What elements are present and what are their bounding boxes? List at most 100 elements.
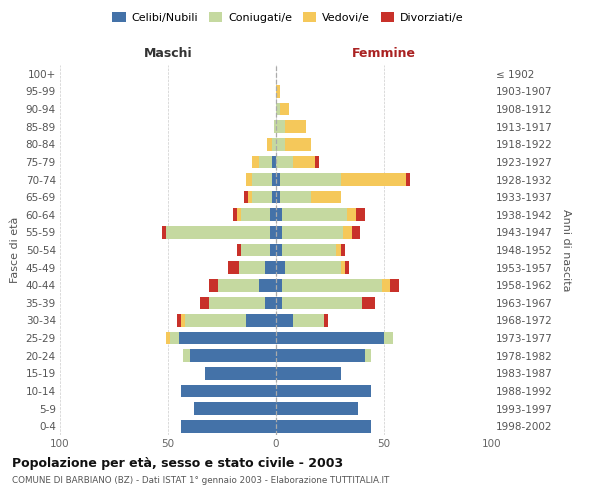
- Text: Maschi: Maschi: [143, 46, 193, 60]
- Bar: [284, 138, 311, 150]
- Bar: [181, 384, 276, 398]
- Bar: [248, 191, 252, 203]
- Text: Popolazione per età, sesso e stato civile - 2003: Popolazione per età, sesso e stato civil…: [12, 458, 343, 470]
- Bar: [341, 262, 345, 274]
- Bar: [269, 244, 276, 256]
- Bar: [293, 156, 315, 168]
- Bar: [283, 244, 337, 256]
- Bar: [276, 120, 284, 133]
- Bar: [365, 350, 371, 362]
- Bar: [293, 314, 323, 327]
- Bar: [406, 173, 410, 186]
- Bar: [341, 173, 406, 186]
- Bar: [276, 332, 384, 344]
- Bar: [233, 208, 237, 221]
- Bar: [218, 279, 259, 291]
- Bar: [274, 120, 276, 133]
- Bar: [276, 367, 341, 380]
- Bar: [276, 262, 284, 274]
- Bar: [276, 279, 283, 291]
- Bar: [265, 296, 276, 309]
- Bar: [205, 367, 276, 380]
- Bar: [276, 191, 280, 203]
- Bar: [276, 402, 358, 415]
- Bar: [276, 314, 293, 327]
- Bar: [280, 173, 341, 186]
- Bar: [276, 208, 283, 221]
- Bar: [283, 296, 362, 309]
- Bar: [176, 314, 181, 327]
- Bar: [276, 350, 365, 362]
- Bar: [283, 208, 347, 221]
- Bar: [347, 208, 356, 221]
- Bar: [181, 314, 185, 327]
- Bar: [252, 156, 259, 168]
- Bar: [391, 279, 399, 291]
- Bar: [268, 138, 272, 150]
- Bar: [284, 262, 341, 274]
- Bar: [209, 279, 218, 291]
- Bar: [259, 156, 272, 168]
- Bar: [272, 191, 276, 203]
- Bar: [337, 244, 341, 256]
- Bar: [276, 173, 280, 186]
- Bar: [200, 296, 209, 309]
- Bar: [356, 208, 365, 221]
- Bar: [276, 138, 284, 150]
- Bar: [246, 173, 252, 186]
- Bar: [323, 314, 328, 327]
- Bar: [311, 191, 341, 203]
- Text: Femmine: Femmine: [352, 46, 416, 60]
- Bar: [343, 226, 352, 238]
- Bar: [170, 332, 179, 344]
- Bar: [341, 244, 345, 256]
- Bar: [269, 208, 276, 221]
- Bar: [276, 384, 371, 398]
- Bar: [241, 244, 269, 256]
- Bar: [283, 226, 343, 238]
- Bar: [181, 420, 276, 432]
- Bar: [352, 226, 360, 238]
- Bar: [244, 191, 248, 203]
- Bar: [185, 314, 246, 327]
- Bar: [315, 156, 319, 168]
- Bar: [345, 262, 349, 274]
- Bar: [166, 332, 170, 344]
- Bar: [272, 173, 276, 186]
- Bar: [276, 85, 280, 98]
- Legend: Celibi/Nubili, Coniugati/e, Vedovi/e, Divorziati/e: Celibi/Nubili, Coniugati/e, Vedovi/e, Di…: [108, 8, 468, 28]
- Bar: [183, 350, 190, 362]
- Bar: [166, 226, 269, 238]
- Bar: [239, 262, 265, 274]
- Bar: [272, 156, 276, 168]
- Bar: [276, 156, 293, 168]
- Bar: [252, 191, 272, 203]
- Bar: [362, 296, 376, 309]
- Bar: [246, 314, 276, 327]
- Bar: [283, 279, 382, 291]
- Y-axis label: Fasce di età: Fasce di età: [10, 217, 20, 283]
- Bar: [209, 296, 265, 309]
- Bar: [161, 226, 166, 238]
- Bar: [269, 226, 276, 238]
- Bar: [179, 332, 276, 344]
- Bar: [384, 332, 392, 344]
- Bar: [276, 226, 283, 238]
- Bar: [280, 191, 311, 203]
- Bar: [237, 208, 241, 221]
- Bar: [237, 244, 241, 256]
- Bar: [276, 420, 371, 432]
- Y-axis label: Anni di nascita: Anni di nascita: [561, 209, 571, 291]
- Bar: [252, 173, 272, 186]
- Bar: [265, 262, 276, 274]
- Text: COMUNE DI BARBIANO (BZ) - Dati ISTAT 1° gennaio 2003 - Elaborazione TUTTITALIA.I: COMUNE DI BARBIANO (BZ) - Dati ISTAT 1° …: [12, 476, 389, 485]
- Bar: [190, 350, 276, 362]
- Bar: [276, 102, 280, 116]
- Bar: [241, 208, 269, 221]
- Bar: [276, 244, 283, 256]
- Bar: [276, 296, 283, 309]
- Bar: [280, 102, 289, 116]
- Bar: [194, 402, 276, 415]
- Bar: [272, 138, 276, 150]
- Bar: [382, 279, 391, 291]
